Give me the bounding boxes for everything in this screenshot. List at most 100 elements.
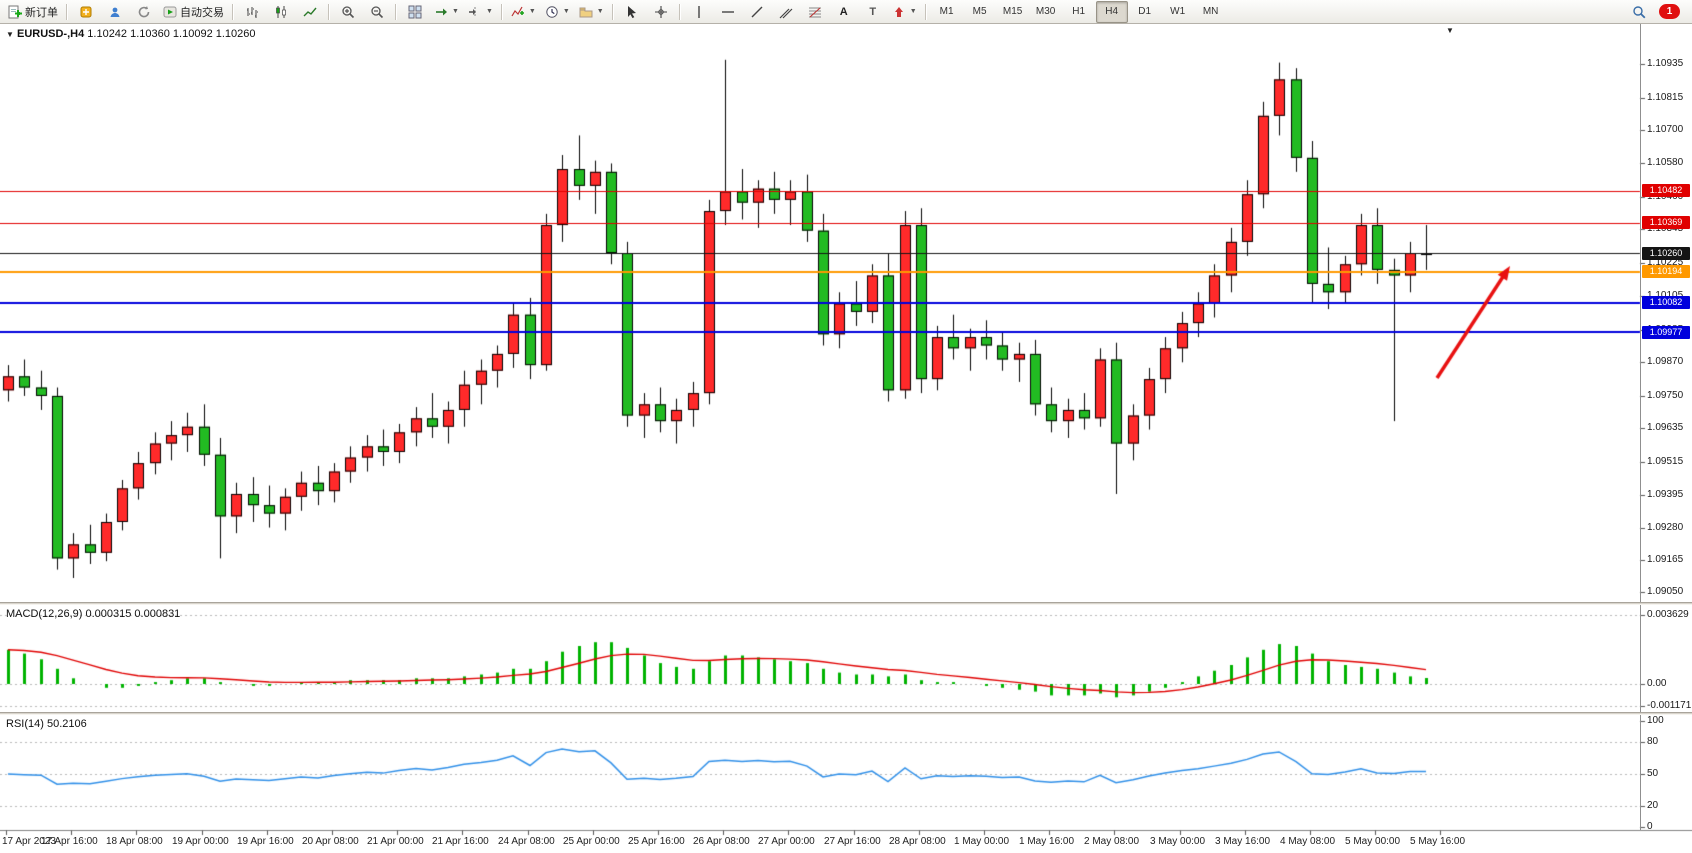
metaeditor-icon [79,5,93,19]
channel-icon [779,5,793,19]
autotrading-label: 自动交易 [180,6,224,19]
time-axis-label: 25 Apr 00:00 [563,836,620,847]
time-axis-label: 19 Apr 00:00 [172,836,229,847]
time-axis-label: 1 May 16:00 [1019,836,1075,847]
time-axis-label: 1 May 00:00 [954,836,1010,847]
panel-splitter[interactable] [0,602,1692,605]
chevron-down-icon: ▼ [562,8,570,15]
horizontal-line-icon [721,5,735,19]
vertical-line-icon [692,5,706,19]
timeframe-button-h1[interactable]: H1 [1072,6,1086,17]
time-axis-label: 25 Apr 16:00 [628,836,685,847]
price-tag: 1.10260 [1642,247,1690,260]
templates-button[interactable]: ▼ [575,1,608,23]
auto-scroll-button[interactable]: ▼ [430,1,463,23]
cursor-button[interactable] [618,1,646,23]
time-axis-label: 27 Apr 00:00 [758,836,815,847]
refresh-button[interactable] [130,1,158,23]
chevron-down-icon: ▼ [596,8,604,15]
time-axis-label: 17 Apr 2023 [2,836,56,847]
cursor-icon [625,5,639,19]
chevron-down-icon: ▼ [485,8,493,15]
new-order-label: 新订单 [25,6,58,19]
notification-badge[interactable]: 1 [1659,4,1680,19]
time-axis-label: 4 May 08:00 [1280,836,1336,847]
rsi-value: 50.2106 [46,718,87,730]
chevron-down-icon: ▼ [528,8,536,15]
vertical-line-button[interactable] [685,1,713,23]
time-axis-label: 19 Apr 16:00 [237,836,294,847]
timeframe-button-w1[interactable]: W1 [1170,6,1186,17]
macd-axis-label: 0.00 [1647,678,1667,689]
price-axis-label: 1.09515 [1647,456,1684,467]
price-axis-label: 1.09050 [1647,586,1684,597]
autotrading-button[interactable]: 自动交易 [159,1,228,23]
chart-collapse-icon[interactable]: ▼ [6,30,14,39]
price-axis-label: 1.09870 [1647,356,1684,367]
price-axis-label: 1.10700 [1647,124,1684,135]
price-axis-divider [1640,24,1641,830]
macd-values: 0.000315 0.000831 [85,608,181,620]
tile-windows-button[interactable] [401,1,429,23]
bars-chart-button[interactable] [238,1,266,23]
indicators-button[interactable]: ▼ [507,1,540,23]
refresh-icon [137,5,151,19]
price-axis-label: 1.10580 [1647,157,1684,168]
chart-menu-icon[interactable]: ▼ [1446,26,1454,35]
arrows-button[interactable]: ▼ [888,1,921,23]
periods-button[interactable]: ▼ [541,1,574,23]
time-axis-label: 3 May 16:00 [1215,836,1271,847]
timeframe-button-m1[interactable]: M1 [939,6,954,17]
timeframe-button-d1[interactable]: D1 [1138,6,1152,17]
tile-windows-icon [408,5,422,19]
timeframe-button-h4[interactable]: H4 [1095,0,1128,23]
trendline-button[interactable] [743,1,771,23]
metaeditor-button[interactable] [72,1,100,23]
time-axis-label: 21 Apr 16:00 [432,836,489,847]
line-chart-button[interactable] [296,1,324,23]
price-axis-label: 1.10935 [1647,58,1684,69]
chart-title-bar: ▼ EURUSD-,H4 1.10242 1.10360 1.10092 1.1… [6,28,256,40]
rsi-axis-label: 50 [1647,768,1659,779]
time-axis-label: 17 Apr 16:00 [41,836,98,847]
auto-scroll-icon [434,5,448,19]
zoom-in-button[interactable] [334,1,362,23]
toolbar: 新订单 自动交易 ▼ ▼ ▼ ▼ ▼ A T ▼ M1 M5 M15 M30 H1 H4 D… [0,0,1692,24]
arrow-shape-icon [892,5,906,19]
indicators-icon [511,5,525,19]
toolbar-right: 1 [1625,1,1688,23]
time-axis-label: 28 Apr 08:00 [889,836,946,847]
text-label-button[interactable]: T [869,5,877,18]
time-axis-label: 21 Apr 00:00 [367,836,424,847]
timeframe-button-m15[interactable]: M15 [1002,6,1023,17]
trendline-icon [750,5,764,19]
chevron-down-icon: ▼ [452,8,459,15]
new-order-button[interactable]: 新订单 [4,1,62,23]
price-axis-label: 1.10225 [1647,257,1684,268]
candles-chart-icon [274,5,288,19]
toolbar-divider [611,3,614,20]
timeframe-button-m30[interactable]: M30 [1035,6,1056,17]
toolbar-divider [924,3,927,20]
chart-shift-button[interactable]: ▼ [464,1,497,23]
channel-button[interactable] [772,1,800,23]
candles-chart-button[interactable] [267,1,295,23]
price-chart-canvas[interactable] [0,24,1692,853]
search-button[interactable] [1625,1,1653,23]
zoom-out-button[interactable] [363,1,391,23]
market-button[interactable] [101,1,129,23]
timeframe-button-m5[interactable]: M5 [972,6,987,17]
chart-symbol-label: EURUSD-,H4 [16,28,85,40]
fibonacci-button[interactable] [801,1,829,23]
text-button[interactable]: A [839,5,848,18]
price-tag: 1.10082 [1642,296,1690,309]
macd-indicator-label: MACD(12,26,9) 0.000315 0.000831 [6,608,180,620]
price-tag: 1.10369 [1642,216,1690,229]
timeframe-button-mn[interactable]: MN [1202,6,1219,17]
crosshair-button[interactable] [647,1,675,23]
horizontal-line-button[interactable] [714,1,742,23]
price-axis-label: 1.09750 [1647,390,1684,401]
toolbar-divider [328,3,330,20]
panel-splitter[interactable] [0,712,1692,715]
chart-window: ▼ EURUSD-,H4 1.10242 1.10360 1.10092 1.1… [0,24,1692,853]
